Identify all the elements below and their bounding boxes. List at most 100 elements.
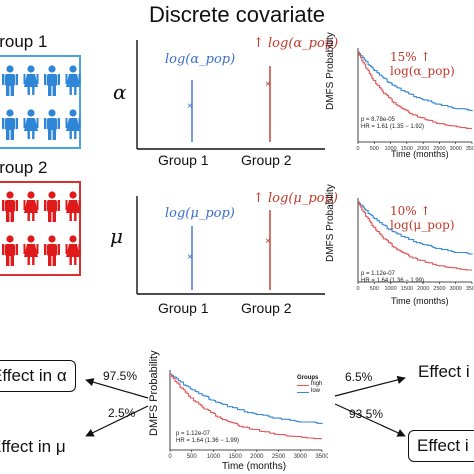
km-alpha-xlabel: Time (months): [391, 149, 449, 159]
arrow-to-effect-mu: [85, 405, 149, 437]
alpha-group2-marker: ×: [265, 79, 271, 90]
km-alpha-xtick-label: 500: [370, 146, 379, 152]
effect-alpha-label: Effect in α: [0, 366, 67, 385]
km-alpha-xtick-label: 1000: [384, 146, 396, 152]
legend-high-label: high: [311, 381, 323, 387]
km-alpha-xtick-label: 0: [356, 146, 359, 152]
effect-right-top-label: Effect i: [418, 362, 470, 381]
mu-symbol: μ: [110, 224, 123, 248]
effect-right-bottom-box: Effect i: [408, 430, 474, 462]
km-bottom-xtick-label: 3500: [315, 454, 328, 460]
km-alpha-xtick-label: 2500: [433, 146, 445, 152]
legend-high-swatch: [297, 385, 309, 387]
effect-mu-box: Effect in μ: [0, 432, 74, 462]
male-person-icon: [44, 191, 60, 222]
km-mu-annotation: 10% ↑ log(μ_pop): [390, 204, 455, 232]
km-bottom-pvalue: p = 1.12e-07: [176, 431, 210, 437]
km-mu-xtick-label: 1000: [384, 286, 396, 292]
km-alpha-high-curve: [358, 51, 472, 130]
km-alpha-annotation: 15% ↑ log(α_pop): [390, 50, 455, 78]
km-mu-xtick-label: 2000: [417, 286, 429, 292]
km-plot-alpha: 0 500 1000 1500 2000 2500 3000 3500: [356, 48, 474, 152]
km-bottom-xtick-label: 2000: [250, 454, 264, 460]
female-person-icon: [65, 191, 81, 221]
mu-panel: × ×: [136, 196, 325, 295]
km-mu-high-curve: [358, 201, 472, 271]
km-bottom-xtick-label: 3000: [294, 454, 308, 460]
alpha-group2-label: ↑ log(α_pop): [253, 36, 339, 51]
male-person-icon: [44, 65, 60, 96]
alpha-cat-group1: Group 1: [158, 152, 209, 168]
km-bottom-low-curve: [170, 373, 323, 425]
km-alpha-xtick-label: 3500: [466, 146, 474, 152]
male-person-icon: [2, 191, 18, 222]
female-person-icon: [23, 191, 39, 221]
pct-right-bottom: 93.5%: [349, 407, 384, 421]
group1-people: [2, 65, 81, 140]
male-person-icon: [44, 109, 60, 140]
km-alpha-low-curve: [358, 51, 473, 112]
km-bottom-high-curve: [170, 373, 322, 440]
km-mu-xtick-label: 3500: [466, 286, 474, 292]
km-mu-xlabel: Time (months): [391, 296, 449, 306]
km-mu-xtick-label: 500: [370, 286, 379, 292]
km-alpha-pvalue: p = 8.78e-05: [361, 117, 395, 123]
km-bottom-xlabel: Time (months): [222, 461, 287, 472]
mu-cat-group1: Group 1: [158, 300, 209, 316]
km-alpha-xtick-label: 2000: [417, 146, 429, 152]
alpha-group1-label: log(α_pop): [165, 52, 236, 67]
effect-right-bottom-label: Effect i: [417, 436, 469, 455]
male-person-icon: [2, 109, 18, 140]
effect-mu-label: Effect in μ: [0, 437, 66, 456]
km-bottom-xtick-label: 2500: [272, 454, 286, 460]
km-mu-hr: HR = 1.64 (1.36 − 1.99): [361, 278, 425, 284]
effect-alpha-box: Effect in α: [0, 360, 76, 392]
mu-group1-label: log(μ_pop): [165, 206, 235, 221]
legend-low-swatch: [297, 392, 309, 394]
mu-group1-marker: ×: [187, 252, 193, 263]
km-bottom-xtick-label: 500: [187, 454, 198, 460]
female-person-icon: [23, 65, 39, 95]
pct-alpha: 97.5%: [103, 369, 138, 383]
female-person-icon: [65, 109, 81, 139]
female-person-icon: [65, 65, 81, 95]
female-person-icon: [23, 109, 39, 139]
km-bottom-xtick-label: 1500: [228, 454, 242, 460]
km-mu-xtick-label: 2500: [433, 286, 445, 292]
female-person-icon: [65, 235, 81, 265]
km-bottom-xtick-label: 1000: [207, 454, 221, 460]
km-mu-xtick-label: 3000: [450, 286, 462, 292]
mu-group2-marker: ×: [265, 236, 271, 247]
arrow-to-effect-alpha: [85, 378, 149, 399]
alpha-symbol: α: [113, 80, 127, 104]
male-person-icon: [44, 235, 60, 266]
km-mu-xtick-label: 0: [356, 286, 359, 292]
group2-people: [2, 191, 81, 266]
legend-low-label: low: [311, 388, 321, 394]
km-mu-low-curve: [358, 201, 473, 255]
figure-title: Discrete covariate: [148, 2, 326, 27]
group2-label: Group 2: [0, 158, 48, 177]
female-person-icon: [23, 235, 39, 265]
male-person-icon: [2, 235, 18, 266]
km-bottom-legend-title: Groups: [297, 375, 319, 381]
km-mu-pvalue: p = 1.12e-07: [361, 271, 395, 277]
pct-mu: 2.5%: [108, 406, 136, 420]
alpha-cat-group2: Group 2: [241, 152, 292, 168]
km-mu-xtick-label: 1500: [401, 286, 413, 292]
km-alpha-xtick-label: 1500: [401, 146, 413, 152]
arrow-to-effect-right-bottom: [334, 403, 406, 437]
group2-box: [0, 181, 81, 276]
km-bottom-hr: HR = 1.64 (1.36 − 1.99): [176, 438, 240, 444]
male-person-icon: [2, 65, 18, 96]
km-plot-mu: 0 500 1000 1500 2000 2500 3000 3500: [356, 198, 474, 292]
km-alpha-xtick-label: 3000: [450, 146, 462, 152]
mu-group2-label: ↑ log(μ_pop): [253, 191, 338, 206]
pct-right-top: 6.5%: [345, 370, 373, 384]
km-bottom-ylabel: DMFS Probability: [148, 350, 160, 436]
km-bottom-xtick-label: 0: [168, 454, 172, 460]
group1-label: Group 1: [0, 32, 48, 51]
km-plot-bottom: 0 500 1000 1500 2000 2500 3000 3500: [168, 370, 328, 460]
